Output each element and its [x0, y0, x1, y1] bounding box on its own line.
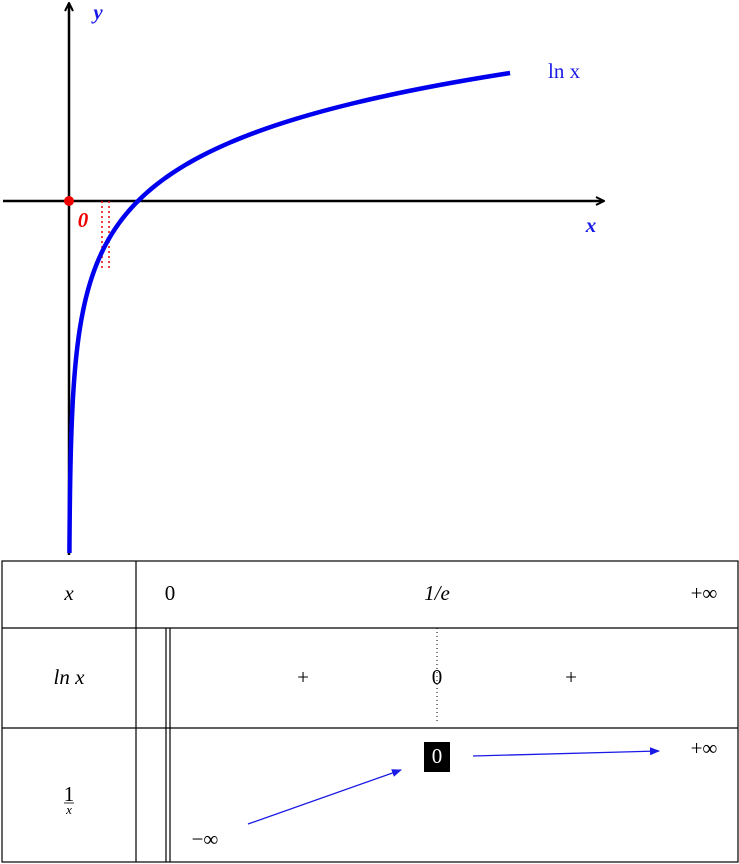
y-label: y [90, 0, 103, 24]
cell: +∞ [691, 736, 718, 760]
sign: 0 [432, 665, 443, 689]
table-grid [1, 560, 739, 863]
highlight [424, 742, 450, 772]
x-label: x [585, 213, 597, 237]
cell: 0 [165, 581, 176, 605]
origin-point [64, 196, 74, 206]
variation-arrow [247, 769, 402, 825]
row-header: x [63, 581, 74, 605]
origin-label: 0 [78, 208, 89, 232]
curve-label: ln x [548, 59, 581, 83]
curve [67, 70, 511, 554]
cell: 0 [432, 744, 443, 768]
cell: 1/e [424, 581, 450, 605]
sign: + [565, 665, 577, 689]
cell: −∞ [192, 827, 219, 851]
fraction-numerator: 1 [64, 782, 75, 806]
fraction-denominator: x [65, 802, 72, 817]
sign: + [297, 665, 309, 689]
cell: +∞ [691, 581, 718, 605]
row-header: ln x [54, 665, 86, 689]
variation-arrow [472, 747, 660, 757]
